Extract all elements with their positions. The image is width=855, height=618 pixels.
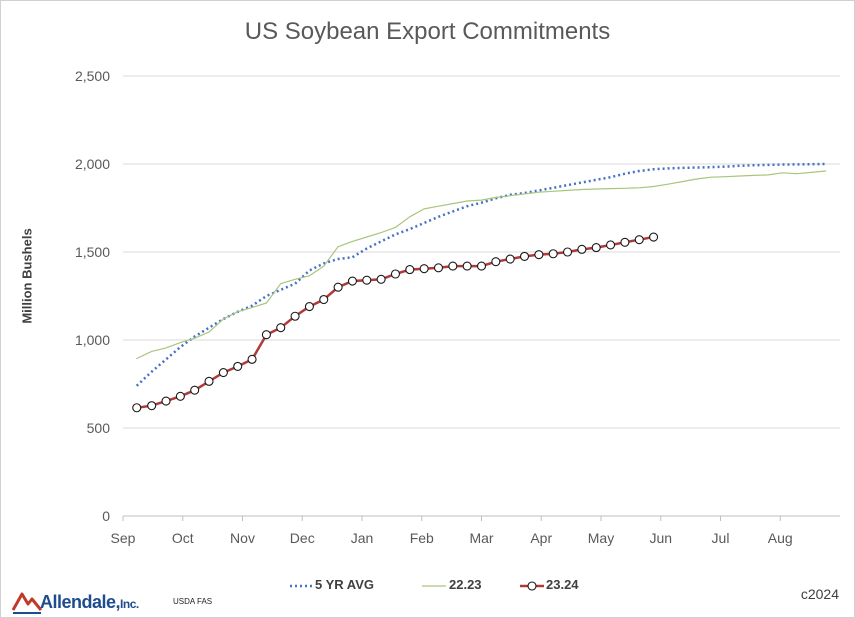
source-note: USDA FAS <box>173 597 213 606</box>
data-point <box>577 244 587 254</box>
data-point <box>347 276 357 286</box>
y-tick-label: 1,500 <box>75 244 110 260</box>
data-point <box>218 368 228 378</box>
data-point <box>562 247 573 257</box>
data-point <box>190 385 200 395</box>
data-point <box>261 330 271 340</box>
y-axis-label: Million Bushels <box>19 228 35 324</box>
data-point <box>519 251 530 261</box>
data-point <box>204 376 214 386</box>
series-line-1 <box>136 170 827 360</box>
y-tick-label: 0 <box>102 508 110 524</box>
data-point <box>405 265 415 275</box>
legend-label-22-23: 22.23 <box>449 577 482 592</box>
x-tick-label: Aug <box>768 530 793 546</box>
data-point <box>606 240 616 250</box>
data-point <box>362 275 372 285</box>
legend-marker <box>527 581 537 591</box>
data-point <box>390 269 401 279</box>
x-tick-label: Mar <box>469 530 493 546</box>
x-tick-label: Sep <box>111 530 136 546</box>
data-point <box>290 311 300 321</box>
data-point <box>476 261 487 271</box>
data-point <box>376 274 386 284</box>
data-point <box>233 361 243 371</box>
x-tick-label: May <box>588 530 614 546</box>
data-point <box>491 257 501 267</box>
data-point <box>534 250 544 260</box>
data-point <box>548 249 558 259</box>
data-point <box>448 261 458 271</box>
allendale-logo-text: Allendale,Inc. <box>40 592 139 612</box>
copyright-note: c2024 <box>800 586 839 602</box>
x-tick-label: Feb <box>410 530 434 546</box>
data-point <box>649 232 659 242</box>
data-point <box>276 323 286 333</box>
data-point <box>304 302 314 312</box>
x-tick-label: Jul <box>712 530 730 546</box>
gridlines <box>123 75 840 429</box>
x-tick-label: Nov <box>230 530 255 546</box>
data-point <box>147 401 157 411</box>
data-point <box>620 237 630 247</box>
x-tick-label: Dec <box>290 530 315 546</box>
data-point <box>591 243 601 253</box>
data-point <box>319 294 329 305</box>
y-tick-label: 1,000 <box>75 332 110 348</box>
data-point <box>634 235 644 245</box>
allendale-logo-icon <box>12 592 42 614</box>
x-tick-label: Jun <box>649 530 672 546</box>
axes: 0 500 1,000 1,500 2,000 2,500 Sep Oct Nov Dec Jan F… <box>75 68 840 546</box>
y-tick-label: 2,000 <box>75 156 110 172</box>
data-point <box>505 254 515 264</box>
legend-symbols <box>290 581 544 591</box>
x-tick-label: Apr <box>530 530 552 546</box>
series-lines <box>132 162 827 413</box>
x-tick-label: Oct <box>172 530 194 546</box>
data-point <box>132 403 142 413</box>
data-point <box>333 282 343 292</box>
series-line-2 <box>135 235 655 410</box>
series-line-0 <box>135 162 826 387</box>
data-point <box>462 261 472 271</box>
y-tick-label: 500 <box>87 420 111 436</box>
data-point <box>161 396 171 406</box>
x-tick-label: Jan <box>351 530 374 546</box>
legend-label-23-24: 23.24 <box>546 577 579 592</box>
y-tick-label: 2,500 <box>75 68 110 84</box>
data-point <box>247 354 257 364</box>
data-point <box>175 391 185 401</box>
data-point <box>433 263 444 273</box>
chart-title: US Soybean Export Commitments <box>244 18 611 45</box>
legend-label-5yr-avg: 5 YR AVG <box>315 577 375 592</box>
data-point <box>419 264 429 274</box>
